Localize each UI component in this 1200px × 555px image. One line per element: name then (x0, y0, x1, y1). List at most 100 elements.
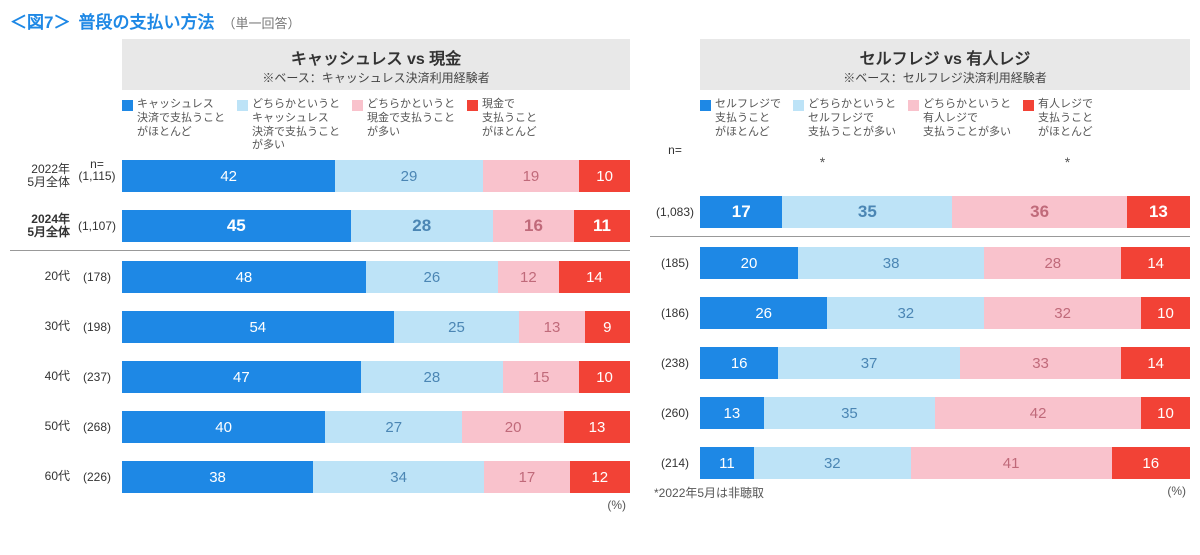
bar-segment: 13 (700, 397, 764, 429)
figure-main-title: 普段の支払い方法 (78, 8, 214, 33)
bar-segment: 14 (1121, 247, 1190, 279)
bar-segment: 41 (911, 447, 1112, 479)
legend-swatch (467, 100, 478, 111)
divider (650, 236, 1190, 237)
chart-row: (185)20382814 (650, 244, 1190, 282)
bar-segment: 15 (503, 361, 579, 393)
legend-item: セルフレジで 支払うこと がほとんど (700, 98, 781, 139)
stacked-bar: 38341712 (122, 461, 630, 493)
chart-row: 2022年 5月全体(1,115)42291910 (10, 157, 630, 195)
bar-segment: 28 (361, 361, 503, 393)
bar-segment: 42 (122, 160, 335, 192)
figure-subtitle: （単一回答） (222, 13, 300, 32)
bar-segment: 33 (960, 347, 1122, 379)
stacked-bar: 40272013 (122, 411, 630, 443)
bar-segment: 27 (325, 411, 462, 443)
bar-segment: 11 (700, 447, 754, 479)
legend-label: セルフレジで 支払うこと がほとんど (715, 98, 781, 139)
bar-segment: 26 (700, 297, 827, 329)
bar-segment: 32 (754, 447, 911, 479)
bar-segment: 42 (935, 397, 1141, 429)
row-label: 2022年 5月全体 (10, 163, 72, 189)
bar-segment: 16 (700, 347, 778, 379)
row-label: 2024年 5月全体 (10, 213, 72, 239)
stacked-bar: 47281510 (122, 361, 630, 393)
asterisk: * (1065, 154, 1070, 170)
bar-segment: 32 (984, 297, 1141, 329)
figure-title: ＜図7＞ 普段の支払い方法 （単一回答） (10, 8, 1190, 33)
bar-segment: 10 (1141, 297, 1190, 329)
chart-row: 20代(178)48261214 (10, 258, 630, 296)
chart-row: 50代(268)40272013 (10, 408, 630, 446)
bar-segment: 45 (122, 210, 351, 242)
bar-segment: 25 (394, 311, 520, 343)
bar-segment: 36 (952, 196, 1127, 228)
panel-header-left: キャッシュレス vs 現金 ※ベース：キャッシュレス決済利用経験者 (122, 39, 630, 90)
stacked-bar: 13354210 (700, 397, 1190, 429)
stacked-bar: 26323210 (700, 297, 1190, 329)
row-label: 50代 (10, 420, 72, 433)
bar-segment: 54 (122, 311, 394, 343)
bar-segment: 13 (1127, 196, 1190, 228)
bar-segment: 47 (122, 361, 361, 393)
legend-left: キャッシュレス 決済で支払うこと がほとんどどちらかというと キャッシュレス 決… (122, 94, 630, 159)
bar-segment: 17 (484, 461, 570, 493)
row-label: 30代 (10, 320, 72, 333)
legend-item: 有人レジで 支払うこと がほとんど (1023, 98, 1093, 139)
bar-segment: 28 (351, 210, 493, 242)
legend-label: 有人レジで 支払うこと がほとんど (1038, 98, 1093, 139)
row-n: (226) (72, 470, 122, 484)
panel-header-right: セルフレジ vs 有人レジ ※ベース：セルフレジ決済利用経験者 (700, 39, 1190, 90)
bar-segment: 35 (764, 397, 936, 429)
bar-segment: 37 (778, 347, 959, 379)
row-n: (237) (72, 370, 122, 384)
row-n: (1,083) (650, 205, 700, 219)
legend-label: どちらかというと 現金で支払うこと が多い (367, 98, 455, 139)
legend-item: キャッシュレス 決済で支払うこと がほとんど (122, 98, 225, 153)
stacked-bar: 16373314 (700, 347, 1190, 379)
chart-row: (1,083)17353613 (650, 193, 1190, 231)
bar-segment: 17 (700, 196, 782, 228)
bar-segment: 14 (559, 261, 630, 293)
bar-segment: 12 (498, 261, 559, 293)
bar-segment: 16 (493, 210, 574, 242)
stacked-bar: 48261214 (122, 261, 630, 293)
chart-row: 40代(237)47281510 (10, 358, 630, 396)
legend-swatch (122, 100, 133, 111)
row-n: (185) (650, 256, 700, 270)
legend-label: どちらかというと キャッシュレス 決済で支払うこと が多い (252, 98, 340, 153)
bar-segment: 48 (122, 261, 366, 293)
bar-segment: 38 (122, 461, 313, 493)
rows-left-summary: 2022年 5月全体(1,115)42291910 2024年 5月全体(1,10… (10, 157, 630, 245)
row-n: (1,115) (72, 169, 122, 183)
row-label: 40代 (10, 370, 72, 383)
footer-right: *2022年5月は非聴取 (%) (650, 482, 1190, 501)
figure-number: ＜図7＞ (10, 8, 70, 33)
row-n: (1,107) (72, 219, 122, 233)
row-n: (214) (650, 456, 700, 470)
legend-swatch (1023, 100, 1034, 111)
row-label: 60代 (10, 470, 72, 483)
bar-segment: 11 (574, 210, 630, 242)
legend-swatch (700, 100, 711, 111)
bar-segment: 12 (570, 461, 630, 493)
bar-segment: 10 (579, 361, 630, 393)
bar-segment: 20 (462, 411, 564, 443)
bar-segment: 38 (798, 247, 984, 279)
divider (10, 250, 630, 251)
panel-self-vs-staffed: セルフレジ vs 有人レジ ※ベース：セルフレジ決済利用経験者 セルフレジで 支… (650, 39, 1190, 512)
legend-swatch (908, 100, 919, 111)
rows-right-ages: (185)20382814(186)26323210(238)16373314(… (650, 244, 1190, 482)
stacked-bar: 45281611 (122, 210, 630, 242)
legend-item: どちらかというと キャッシュレス 決済で支払うこと が多い (237, 98, 340, 153)
bar-segment: 16 (1112, 447, 1190, 479)
row-label: 20代 (10, 270, 72, 283)
bar-segment: 14 (1121, 347, 1190, 379)
bar-segment: 13 (519, 311, 584, 343)
rows-right-summary: **(1,083)17353613 (650, 143, 1190, 231)
panel-cashless-vs-cash: キャッシュレス vs 現金 ※ベース：キャッシュレス決済利用経験者 キャッシュレ… (10, 39, 630, 512)
legend-item: 現金で 支払うこと がほとんど (467, 98, 537, 153)
bar-segment: 29 (335, 160, 482, 192)
bar-segment: 32 (827, 297, 984, 329)
row-n: (198) (72, 320, 122, 334)
